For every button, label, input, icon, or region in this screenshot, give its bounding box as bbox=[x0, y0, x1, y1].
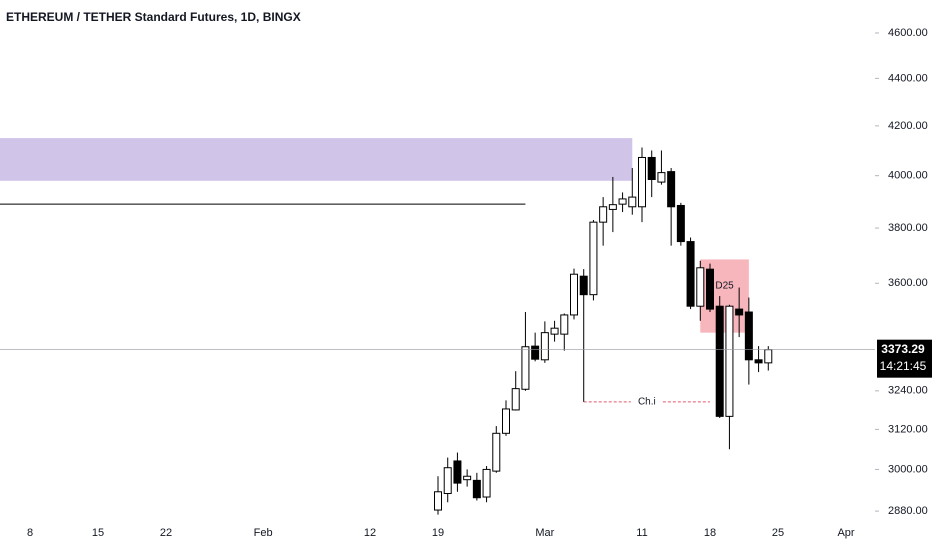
candle-body bbox=[715, 305, 724, 417]
candle-body bbox=[521, 346, 530, 390]
candle-body bbox=[599, 206, 608, 223]
y-tick-label: 3000.00 bbox=[888, 463, 928, 475]
x-tick-label: 8 bbox=[27, 527, 33, 539]
zones: D25 Ch.i bbox=[0, 138, 749, 408]
x-tick-label: 18 bbox=[704, 527, 716, 539]
candle-body bbox=[686, 241, 695, 307]
candle-body bbox=[511, 388, 520, 411]
candle-body bbox=[472, 479, 481, 499]
x-tick-label: 19 bbox=[432, 527, 444, 539]
x-tick-label: 15 bbox=[92, 527, 104, 539]
candle-body bbox=[560, 314, 569, 335]
candle-body bbox=[618, 198, 627, 205]
y-tick-label: 4200.00 bbox=[888, 120, 928, 132]
candle-body bbox=[628, 196, 637, 208]
y-tick-label: 2880.00 bbox=[888, 505, 928, 517]
y-tick-label: 3120.00 bbox=[888, 423, 928, 435]
x-tick-label: Apr bbox=[837, 527, 854, 539]
candle-body bbox=[764, 349, 773, 364]
candle-body bbox=[453, 460, 462, 484]
candle-body bbox=[579, 275, 588, 296]
candle-body bbox=[482, 468, 491, 498]
y-tick-label: 4000.00 bbox=[888, 170, 928, 182]
candle-body bbox=[492, 432, 501, 472]
candle-body bbox=[667, 171, 676, 208]
chart-title: ETHEREUM / TETHER Standard Futures, 1D, … bbox=[6, 10, 301, 24]
x-tick-label: 22 bbox=[160, 527, 172, 539]
candle-body bbox=[744, 311, 753, 361]
zone bbox=[0, 138, 633, 181]
x-tick-label: 11 bbox=[636, 527, 647, 539]
candle-body bbox=[434, 491, 442, 511]
y-tick-label: 3240.00 bbox=[888, 385, 928, 397]
countdown-label: 14:21:45 bbox=[880, 359, 927, 373]
candle-body bbox=[540, 332, 549, 361]
x-tick-label: 25 bbox=[772, 527, 784, 539]
candle-body bbox=[647, 156, 656, 181]
candle-body bbox=[589, 221, 598, 296]
candle-body bbox=[443, 467, 452, 495]
annotation-label: Ch.i bbox=[638, 397, 656, 408]
y-tick-label: 4600.00 bbox=[888, 27, 928, 39]
price-label-bg bbox=[877, 339, 932, 378]
candle-body bbox=[657, 172, 666, 183]
candle-body bbox=[676, 204, 685, 243]
candle-body bbox=[502, 408, 510, 434]
y-tick-label: 3600.00 bbox=[888, 277, 928, 289]
candle-body bbox=[754, 359, 763, 364]
candles bbox=[434, 147, 773, 515]
candle-body bbox=[570, 273, 578, 316]
candle-body bbox=[725, 305, 734, 417]
y-tick-label: 3800.00 bbox=[888, 222, 928, 234]
candle-body bbox=[638, 156, 646, 208]
x-tick-label: Feb bbox=[254, 527, 273, 539]
candle-body bbox=[608, 204, 617, 210]
last-price-label: 3373.29 bbox=[881, 342, 925, 356]
candle-body bbox=[463, 475, 472, 481]
candle-body bbox=[696, 267, 705, 307]
candle-body bbox=[735, 308, 744, 316]
candle-body bbox=[706, 268, 714, 310]
x-tick-label: 12 bbox=[364, 527, 376, 539]
candle-body bbox=[531, 345, 540, 360]
x-tick-label: Mar bbox=[535, 527, 554, 539]
zone-label: D25 bbox=[715, 281, 734, 292]
y-tick-label: 4400.00 bbox=[888, 72, 928, 84]
candle-body bbox=[550, 327, 559, 335]
